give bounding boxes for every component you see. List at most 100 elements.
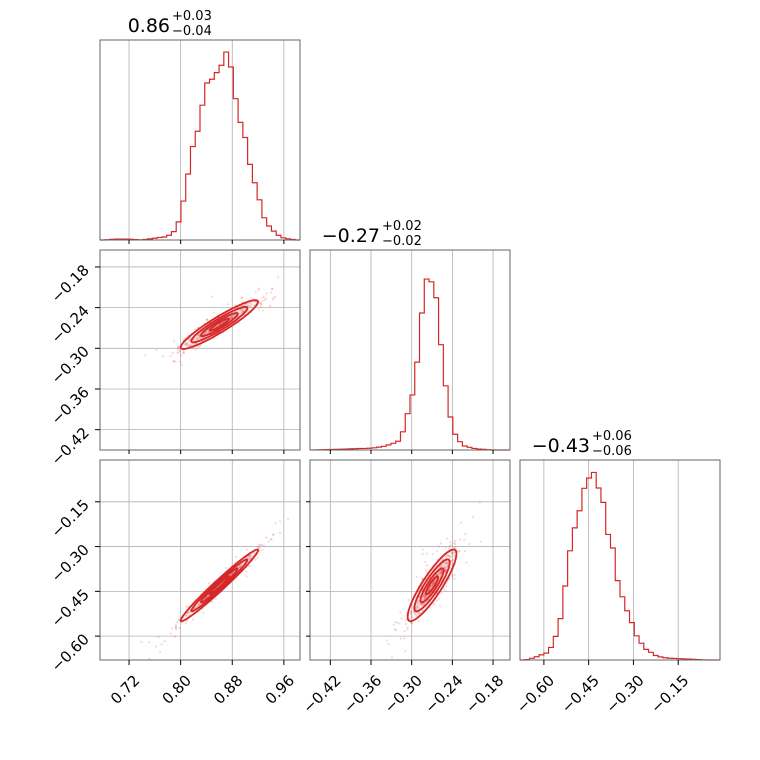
scatter-point bbox=[198, 336, 201, 339]
scatter-point bbox=[172, 359, 175, 363]
panel-2-2 bbox=[520, 460, 720, 661]
scatter-point bbox=[178, 349, 182, 352]
joint-content-1-0 bbox=[143, 275, 280, 366]
scatter-point bbox=[220, 321, 223, 325]
scatter-point bbox=[195, 336, 199, 340]
scatter-point bbox=[432, 582, 435, 585]
scatter-point bbox=[424, 594, 427, 598]
marginal-title-value-1: −0.27 bbox=[322, 225, 380, 247]
scatter-point bbox=[478, 501, 481, 504]
x-tick-label: −0.24 bbox=[421, 672, 466, 717]
scatter-point bbox=[271, 298, 275, 301]
y-tick-label: −0.24 bbox=[48, 302, 93, 347]
scatter-point bbox=[441, 558, 444, 561]
scatter-point bbox=[416, 605, 419, 608]
scatter-point bbox=[435, 573, 438, 576]
scatter-point bbox=[186, 341, 189, 345]
scatter-point bbox=[416, 607, 419, 610]
scatter-point bbox=[254, 558, 257, 561]
scatter-point bbox=[450, 551, 453, 554]
scatter-point bbox=[403, 630, 406, 633]
scatter-point bbox=[239, 564, 242, 567]
scatter-point bbox=[171, 351, 174, 355]
joint-content-2-0 bbox=[140, 517, 290, 660]
scatter-point bbox=[399, 637, 403, 640]
scatter-point bbox=[192, 343, 195, 346]
scatter-point bbox=[184, 614, 188, 617]
scatter-point bbox=[270, 287, 274, 290]
contour-level-3 bbox=[208, 575, 230, 596]
scatter-point bbox=[423, 595, 427, 598]
scatter-point bbox=[174, 360, 177, 363]
scatter-point bbox=[169, 632, 172, 635]
scatter-point bbox=[421, 603, 424, 606]
scatter-point bbox=[140, 640, 143, 644]
scatter-point bbox=[172, 360, 175, 363]
scatter-point bbox=[194, 348, 197, 351]
scatter-point bbox=[182, 352, 185, 355]
scatter-point bbox=[277, 275, 280, 278]
scatter-point bbox=[185, 619, 188, 623]
scatter-point bbox=[420, 603, 423, 606]
scatter-point bbox=[415, 575, 418, 579]
scatter-point bbox=[444, 570, 447, 573]
scatter-point bbox=[177, 345, 181, 348]
scatter-point bbox=[463, 538, 466, 541]
scatter-point bbox=[453, 573, 456, 576]
scatter-point bbox=[248, 301, 251, 305]
scatter-point bbox=[233, 303, 237, 307]
scatter-point bbox=[425, 564, 428, 567]
contour-level-3 bbox=[425, 575, 439, 596]
scatter-point bbox=[229, 316, 232, 320]
scatter-point bbox=[418, 602, 421, 605]
contour-level-0 bbox=[179, 299, 260, 350]
scatter-point bbox=[425, 552, 428, 555]
scatter-point bbox=[241, 300, 244, 303]
scatter-point bbox=[443, 562, 446, 565]
scatter-point bbox=[446, 554, 449, 557]
scatter-point bbox=[453, 539, 456, 542]
x-tick-label: 0.96 bbox=[262, 672, 298, 708]
scatter-point bbox=[250, 297, 254, 300]
scatter-point bbox=[160, 643, 163, 646]
scatter-point bbox=[241, 309, 245, 312]
scatter-point bbox=[194, 328, 197, 331]
marginal-title-minus-2: −0.06 bbox=[592, 444, 632, 459]
scatter-point bbox=[471, 515, 475, 519]
scatter-point bbox=[451, 551, 455, 554]
scatter-point bbox=[453, 542, 456, 546]
scatter-point bbox=[444, 555, 448, 558]
scatter-point bbox=[451, 558, 455, 562]
scatter-point bbox=[479, 540, 482, 543]
scatter-point bbox=[269, 305, 272, 308]
scatter-point bbox=[272, 533, 275, 536]
scatter-point bbox=[439, 571, 442, 574]
scatter-point bbox=[247, 555, 250, 558]
scatter-point bbox=[287, 517, 290, 521]
marginal-title-plus-0: +0.03 bbox=[172, 9, 212, 24]
scatter-point bbox=[436, 549, 439, 552]
scatter-point bbox=[435, 599, 438, 602]
scatter-point bbox=[405, 618, 408, 621]
contour-level-1 bbox=[190, 305, 249, 344]
scatter-point bbox=[257, 547, 261, 550]
scatter-point bbox=[262, 295, 265, 298]
scatter-point bbox=[245, 570, 248, 573]
scatter-point bbox=[445, 537, 448, 540]
scatter-point bbox=[418, 611, 421, 614]
scatter-point bbox=[428, 588, 431, 592]
scatter-point bbox=[394, 620, 397, 624]
scatter-point bbox=[214, 597, 217, 600]
scatter-point bbox=[252, 551, 256, 555]
scatter-point bbox=[403, 637, 406, 640]
scatter-point bbox=[453, 546, 456, 549]
scatter-point bbox=[143, 354, 147, 357]
scatter-point bbox=[263, 298, 267, 302]
scatter-point bbox=[240, 296, 243, 299]
scatter-point bbox=[185, 605, 188, 608]
scatter-point bbox=[449, 541, 452, 544]
scatter-point bbox=[421, 552, 424, 555]
scatter-point bbox=[274, 295, 277, 298]
scatter-point bbox=[235, 555, 238, 559]
scatter-point bbox=[414, 611, 417, 614]
